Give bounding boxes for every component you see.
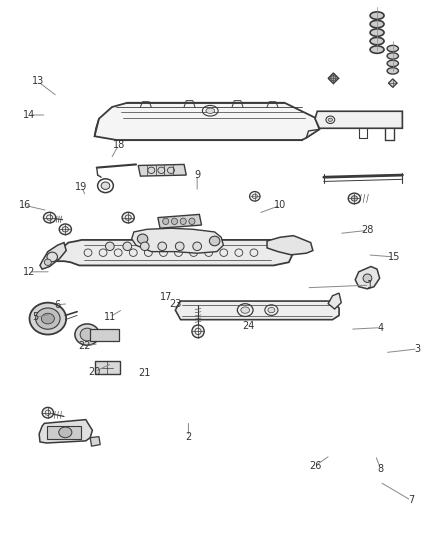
Bar	[95, 361, 120, 374]
Ellipse shape	[370, 20, 384, 28]
Text: 2: 2	[185, 432, 191, 442]
Polygon shape	[355, 266, 380, 289]
Ellipse shape	[41, 313, 54, 324]
Ellipse shape	[123, 242, 132, 251]
Ellipse shape	[35, 308, 60, 329]
Ellipse shape	[75, 324, 99, 345]
Text: 9: 9	[194, 170, 200, 180]
Polygon shape	[158, 214, 201, 228]
Polygon shape	[39, 419, 92, 443]
Text: 7: 7	[408, 495, 414, 505]
Ellipse shape	[370, 46, 384, 53]
Ellipse shape	[106, 242, 114, 251]
Ellipse shape	[101, 182, 110, 189]
Text: 18: 18	[113, 140, 125, 150]
Text: 1: 1	[367, 280, 373, 290]
Bar	[46, 426, 81, 439]
Text: 13: 13	[32, 77, 44, 86]
Text: 5: 5	[32, 312, 39, 322]
Ellipse shape	[192, 325, 204, 338]
Polygon shape	[90, 437, 100, 446]
Ellipse shape	[29, 303, 66, 335]
Polygon shape	[389, 79, 397, 87]
Polygon shape	[328, 73, 339, 84]
Polygon shape	[267, 236, 313, 255]
Ellipse shape	[162, 218, 169, 224]
Text: 22: 22	[78, 341, 91, 351]
Ellipse shape	[387, 60, 399, 67]
Text: 24: 24	[243, 321, 255, 331]
Text: 10: 10	[274, 200, 286, 211]
Ellipse shape	[175, 242, 184, 251]
Text: 6: 6	[54, 300, 60, 310]
Ellipse shape	[206, 108, 215, 114]
Text: 17: 17	[160, 292, 173, 302]
Ellipse shape	[44, 259, 51, 265]
Ellipse shape	[59, 427, 72, 438]
Ellipse shape	[122, 212, 134, 223]
Text: 15: 15	[388, 252, 400, 262]
Ellipse shape	[331, 76, 336, 81]
Text: 12: 12	[23, 267, 35, 277]
Ellipse shape	[328, 118, 332, 122]
Ellipse shape	[80, 328, 94, 341]
Ellipse shape	[387, 45, 399, 52]
Text: 19: 19	[75, 182, 88, 192]
Ellipse shape	[387, 53, 399, 59]
Ellipse shape	[138, 234, 148, 244]
Ellipse shape	[59, 224, 71, 235]
Text: 14: 14	[23, 110, 35, 120]
Polygon shape	[132, 228, 223, 253]
Ellipse shape	[141, 242, 149, 251]
Ellipse shape	[268, 308, 275, 313]
Ellipse shape	[387, 68, 399, 74]
Polygon shape	[40, 243, 66, 269]
Text: 26: 26	[309, 461, 321, 471]
Polygon shape	[175, 301, 339, 320]
Text: 3: 3	[415, 344, 421, 354]
Text: 8: 8	[378, 464, 384, 473]
Text: 11: 11	[104, 312, 116, 322]
Ellipse shape	[363, 274, 372, 282]
Ellipse shape	[209, 236, 220, 246]
Ellipse shape	[348, 193, 360, 204]
Polygon shape	[315, 111, 403, 128]
Text: 16: 16	[18, 200, 31, 211]
Polygon shape	[57, 240, 292, 265]
Ellipse shape	[189, 218, 195, 224]
Ellipse shape	[370, 37, 384, 45]
Bar	[90, 329, 119, 341]
Ellipse shape	[370, 12, 384, 19]
Text: 20: 20	[88, 367, 101, 377]
Ellipse shape	[171, 218, 177, 224]
Text: 28: 28	[361, 225, 374, 236]
Text: 21: 21	[138, 368, 151, 378]
Ellipse shape	[250, 191, 260, 201]
Ellipse shape	[351, 196, 357, 201]
Polygon shape	[138, 165, 186, 176]
Ellipse shape	[241, 307, 250, 313]
Text: 23: 23	[169, 298, 181, 309]
Polygon shape	[328, 293, 341, 309]
Polygon shape	[95, 103, 319, 140]
Ellipse shape	[193, 242, 201, 251]
Ellipse shape	[158, 242, 166, 251]
Ellipse shape	[180, 218, 186, 224]
Ellipse shape	[370, 29, 384, 36]
Ellipse shape	[43, 212, 56, 223]
Text: 4: 4	[378, 322, 384, 333]
Ellipse shape	[42, 407, 53, 418]
